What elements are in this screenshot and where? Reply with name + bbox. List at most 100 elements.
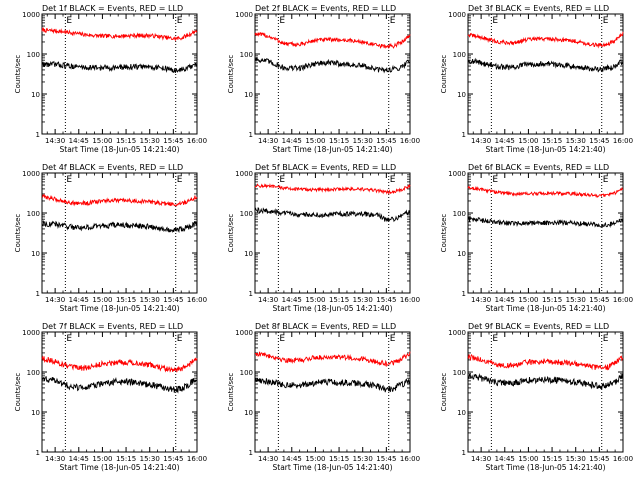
y-tick-label: 10 (244, 91, 253, 99)
event-marker-label: E (492, 16, 498, 26)
series-lld (41, 27, 198, 42)
series-lld (467, 31, 624, 49)
panel-title: Det 1f BLACK = Events, RED = LLD (42, 4, 183, 13)
plot-frame (41, 172, 198, 294)
x-tick-label: 15:15 (542, 296, 562, 304)
y-tick-label: 10 (31, 250, 40, 258)
x-axis-label: Start Time (18-Jun-05 14:21:40) (60, 304, 180, 313)
x-tick-label: 14:45 (69, 455, 89, 463)
x-tick-label: 16:00 (187, 455, 207, 463)
series-events (41, 376, 198, 394)
event-marker-label: E (390, 16, 396, 26)
series-events (41, 60, 198, 74)
x-tick-label: 14:45 (495, 137, 515, 145)
x-axis-label: Start Time (18-Jun-05 14:21:40) (60, 145, 180, 154)
x-tick-label: 14:30 (471, 296, 491, 304)
panel-title: Det 2f BLACK = Events, RED = LLD (255, 4, 396, 13)
y-tick-label: 100 (453, 369, 466, 377)
x-tick-label: 16:00 (187, 296, 207, 304)
x-tick-label: 16:00 (613, 296, 633, 304)
x-tick-label: 16:00 (613, 137, 633, 145)
series-events (254, 377, 411, 393)
series-lld (467, 185, 624, 198)
event-marker-label: E (492, 175, 498, 185)
plot-frame (254, 331, 411, 453)
y-axis-label: Counts/sec (440, 214, 448, 253)
y-axis-label: Counts/sec (14, 373, 22, 412)
event-marker-label: E (279, 175, 285, 185)
x-tick-label: 15:30 (140, 296, 160, 304)
series-events (41, 219, 198, 234)
panel-det-6: Det 6f BLACK = Events, RED = LLD 1 10 100 10… (440, 163, 633, 313)
x-axis-label: Start Time (18-Jun-05 14:21:40) (486, 304, 606, 313)
x-tick-label: 15:45 (376, 137, 396, 145)
plot-frame (254, 13, 411, 135)
event-marker-label: E (177, 175, 183, 185)
x-tick-label: 14:30 (258, 296, 278, 304)
series-events (467, 215, 624, 229)
event-marker-label: E (603, 16, 609, 26)
x-axis-label: Start Time (18-Jun-05 14:21:40) (486, 463, 606, 472)
event-marker-label: E (66, 175, 72, 185)
y-axis-label: Counts/sec (227, 214, 235, 253)
panel-det-4: Det 4f BLACK = Events, RED = LLD 1 10 100 10… (14, 163, 207, 313)
x-tick-label: 15:45 (589, 455, 609, 463)
x-tick-label: 15:00 (518, 137, 538, 145)
x-tick-label: 14:30 (258, 137, 278, 145)
y-axis-label: Counts/sec (440, 55, 448, 94)
y-tick-label: 100 (453, 51, 466, 59)
plot-frame (467, 13, 624, 135)
x-tick-label: 16:00 (400, 455, 420, 463)
x-tick-label: 15:00 (305, 296, 325, 304)
y-tick-label: 100 (240, 51, 253, 59)
x-tick-label: 14:45 (495, 455, 515, 463)
panel-det-8: Det 8f BLACK = Events, RED = LLD 1 10 100 10… (227, 322, 420, 472)
x-tick-label: 14:45 (495, 296, 515, 304)
y-tick-label: 1 (249, 131, 253, 139)
x-tick-label: 14:45 (282, 137, 302, 145)
x-tick-label: 15:45 (376, 296, 396, 304)
y-tick-label: 1000 (235, 170, 253, 178)
panel-det-1: Det 1f BLACK = Events, RED = LLD 1 10 100 10… (14, 4, 207, 154)
event-marker-label: E (390, 334, 396, 344)
y-tick-label: 100 (27, 51, 40, 59)
panel-title: Det 3f BLACK = Events, RED = LLD (468, 4, 609, 13)
x-tick-label: 15:30 (353, 296, 373, 304)
panel-title: Det 8f BLACK = Events, RED = LLD (255, 322, 396, 331)
series-events (467, 57, 624, 73)
plot-frame (41, 13, 198, 135)
panel-title: Det 5f BLACK = Events, RED = LLD (255, 163, 396, 172)
y-tick-label: 1 (462, 131, 466, 139)
series-events (254, 56, 411, 74)
y-tick-label: 1000 (235, 11, 253, 19)
y-tick-label: 1 (462, 290, 466, 298)
x-tick-label: 14:30 (471, 455, 491, 463)
x-tick-label: 15:15 (116, 137, 136, 145)
x-tick-label: 14:30 (471, 137, 491, 145)
series-events (254, 207, 411, 223)
y-tick-label: 10 (457, 409, 466, 417)
y-axis-label: Counts/sec (14, 55, 22, 94)
y-tick-label: 1000 (22, 170, 40, 178)
x-tick-label: 15:00 (92, 296, 112, 304)
x-tick-label: 15:00 (518, 455, 538, 463)
x-tick-label: 15:45 (376, 455, 396, 463)
y-tick-label: 1 (36, 290, 40, 298)
x-tick-label: 15:00 (518, 296, 538, 304)
x-tick-label: 15:30 (566, 455, 586, 463)
y-tick-label: 1000 (22, 329, 40, 337)
y-axis-label: Counts/sec (227, 55, 235, 94)
plot-frame (467, 331, 624, 453)
panel-det-7: Det 7f BLACK = Events, RED = LLD 1 10 100 10… (14, 322, 207, 472)
x-tick-label: 15:00 (305, 137, 325, 145)
y-tick-label: 10 (244, 409, 253, 417)
x-tick-label: 15:30 (566, 296, 586, 304)
series-lld (254, 351, 411, 368)
panel-title: Det 6f BLACK = Events, RED = LLD (468, 163, 609, 172)
event-marker-label: E (279, 16, 285, 26)
event-marker-label: E (603, 175, 609, 185)
event-marker-label: E (390, 175, 396, 185)
y-tick-label: 1 (36, 449, 40, 457)
event-marker-label: E (66, 16, 72, 26)
